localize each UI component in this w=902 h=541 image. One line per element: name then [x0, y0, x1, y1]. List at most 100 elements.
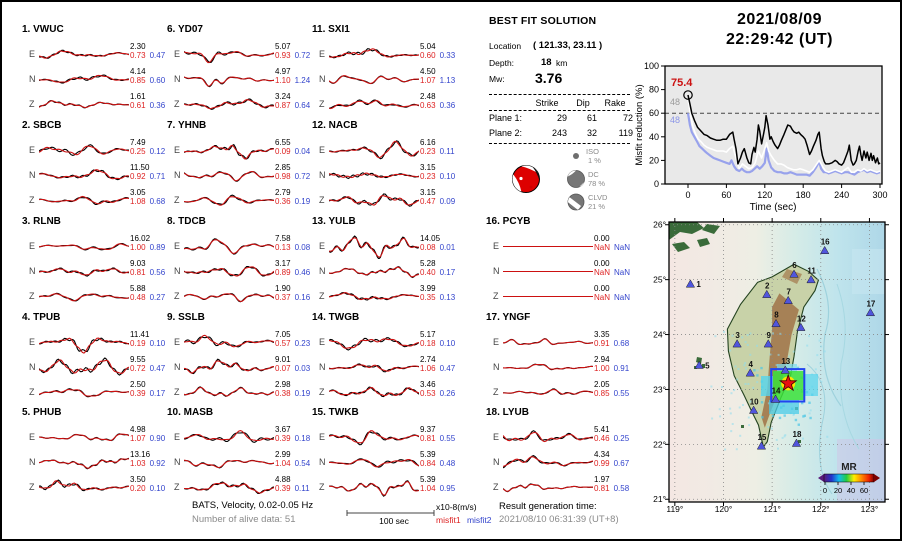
waveform-trace — [329, 458, 419, 468]
component-label: Z — [29, 387, 35, 397]
trace-values: 5.88 0.48 0.27 — [130, 284, 176, 302]
epicenter-star — [778, 373, 798, 392]
map-station-marker — [756, 441, 767, 450]
misfit2-value: 0.03 — [294, 364, 311, 373]
waveform-trace — [329, 75, 419, 85]
station-block: 14. TWGB E 5.17 0.18 0.10 N 2.74 1.06 0.47 Z 3.46 0… — [310, 312, 462, 404]
misfit1-value: 0.13 — [275, 243, 291, 252]
map-station-label: 15 — [757, 433, 766, 442]
component-label: Z — [29, 99, 35, 109]
component-row: E 7.58 0.13 0.08 — [165, 234, 317, 259]
misfit2-value: 0.72 — [294, 51, 311, 60]
component-row: N 5.28 0.40 0.17 — [310, 259, 462, 284]
map-lon-tick-label: 119° — [666, 504, 683, 514]
component-row: N 3.15 0.23 0.10 — [310, 163, 462, 188]
depth-unit: km — [556, 58, 568, 68]
misfit2-value: NaN — [614, 243, 631, 252]
x-axis-label: Time (sec) — [750, 202, 797, 213]
component-label: Z — [174, 99, 180, 109]
component-row: E 6.16 0.23 0.11 — [310, 138, 462, 163]
waveform-trace — [39, 242, 129, 251]
waveform-trace — [503, 295, 593, 298]
amplitude-value: 3.15 — [420, 163, 436, 172]
component-row: Z 4.88 0.39 0.11 — [165, 475, 317, 500]
amplitude-value: 6.16 — [420, 138, 436, 147]
map-station-marker — [763, 339, 773, 348]
x-tick-label: 300 — [872, 190, 887, 200]
misfit1-value: 0.57 — [275, 339, 291, 348]
station-header: 15. TWKB — [312, 407, 359, 418]
station-header: 9. SSLB — [167, 312, 205, 323]
misfit1-value: 0.07 — [275, 364, 291, 373]
misfit2-value: 0.91 — [613, 364, 630, 373]
component-row: E 16.02 1.00 0.89 — [20, 234, 172, 259]
trace-values: 1.90 0.37 0.16 — [275, 284, 321, 302]
trace-values: 6.55 0.09 0.04 — [275, 138, 321, 156]
station-block: 12. NACB E 6.16 0.23 0.11 N 3.15 0.23 0.10 Z 3.15 0… — [310, 120, 462, 212]
amplitude-value: 3.17 — [275, 259, 291, 268]
misfit2-value: 0.33 — [439, 51, 456, 60]
component-label: E — [29, 241, 36, 251]
waveform-trace — [329, 48, 419, 59]
component-row: N 2.94 1.00 0.91 — [484, 355, 636, 380]
station-header: 3. RLNB — [22, 216, 61, 227]
misfit1-value: 0.81 — [130, 268, 146, 277]
misfit2-value: 0.56 — [149, 268, 166, 277]
trace-values: 7.58 0.13 0.08 — [275, 234, 321, 252]
waveform-trace — [184, 430, 274, 443]
mw-label: Mw: — [489, 74, 505, 84]
misfit2-value: 0.47 — [149, 51, 166, 60]
gray-reference-value: 48 — [670, 97, 680, 107]
component-label: E — [493, 432, 500, 442]
map-station-label: 2 — [765, 281, 770, 290]
component-label: N — [29, 362, 36, 372]
x-tick-label: 180 — [796, 190, 811, 200]
station-header: 4. TPUB — [22, 312, 61, 323]
misfit2-value: 0.36 — [149, 101, 166, 110]
misfit1-value: 1.04 — [420, 484, 436, 493]
map-station-label: 4 — [749, 360, 754, 369]
map-station-label: 9 — [767, 331, 772, 340]
amplitude-value: 2.50 — [130, 380, 146, 389]
waveform-trace — [184, 76, 274, 88]
component-label: N — [29, 74, 36, 84]
amplitude-value: 2.30 — [130, 42, 146, 51]
component-label: E — [174, 432, 181, 442]
plane2-dip: 32 — [586, 128, 597, 138]
amplitude-value: 9.37 — [420, 425, 436, 434]
amplitude-value: 13.16 — [130, 450, 151, 459]
component-label: N — [29, 170, 36, 180]
amplitude-value: 7.05 — [275, 330, 291, 339]
trace-values: 4.88 0.39 0.11 — [275, 475, 321, 493]
misfit1-value: 0.91 — [594, 339, 610, 348]
station-block: 7. YHNB E 6.55 0.09 0.04 N 2.85 0.98 0.72 Z 2.79 0.… — [165, 120, 317, 212]
misfit1-value: 1.07 — [420, 76, 436, 85]
component-row: N 4.97 1.10 1.24 — [165, 67, 317, 92]
waveform-trace — [503, 270, 593, 273]
amplitude-value: 3.50 — [130, 475, 146, 484]
misfit2-value: 1.13 — [439, 76, 456, 85]
component-label: N — [319, 266, 326, 276]
map-lat-tick-label: 21° — [653, 494, 666, 504]
amplitude-value: 16.02 — [130, 234, 151, 243]
trace-values: 16.02 1.00 0.89 — [130, 234, 176, 252]
waveform-trace — [329, 193, 419, 207]
waveform-trace — [39, 457, 129, 470]
map-station-marker — [820, 245, 830, 254]
misfit-series-1 — [687, 98, 881, 173]
trace-values: 4.97 1.10 1.24 — [275, 67, 321, 85]
misfit1-value: 0.60 — [420, 51, 436, 60]
map-station-label: 12 — [797, 314, 806, 323]
waveform-trace — [39, 267, 129, 277]
component-row: Z 2.50 0.39 0.17 — [20, 380, 172, 405]
misfit1-value: 0.72 — [130, 364, 146, 373]
trace-values: 3.17 0.89 0.46 — [275, 259, 321, 277]
component-label: E — [493, 241, 500, 251]
trace-values: 3.50 0.20 0.10 — [130, 475, 176, 493]
best-fit-solution-panel: BEST FIT SOLUTION Location ( 121.33, 23.… — [489, 14, 635, 144]
misfit1-value: 0.09 — [275, 147, 291, 156]
event-datetime: 2021/08/09 22:29:42 (UT) — [657, 10, 900, 50]
amplitude-value: 3.24 — [275, 92, 291, 101]
misfit2-value: 0.71 — [149, 172, 166, 181]
waveform-trace — [329, 337, 419, 351]
